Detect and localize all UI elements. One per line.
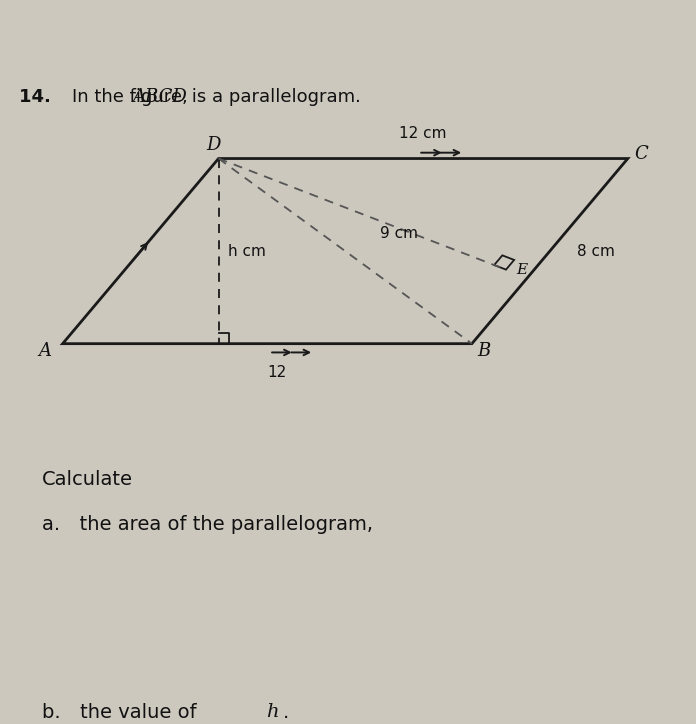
Text: B: B xyxy=(477,342,490,361)
Text: 9 cm: 9 cm xyxy=(380,226,418,241)
Text: h cm: h cm xyxy=(228,243,266,258)
Text: 14.: 14. xyxy=(19,88,57,106)
Text: b.  the value of: b. the value of xyxy=(42,702,203,722)
Text: E: E xyxy=(516,263,527,277)
Text: a.  the area of the parallelogram,: a. the area of the parallelogram, xyxy=(42,515,373,534)
Text: A: A xyxy=(38,342,52,361)
Text: 8 cm: 8 cm xyxy=(577,243,615,258)
Text: is a parallelogram.: is a parallelogram. xyxy=(187,88,361,106)
Text: C: C xyxy=(635,145,648,163)
Text: 12: 12 xyxy=(267,365,287,380)
Text: D: D xyxy=(207,136,221,154)
Text: ABCD: ABCD xyxy=(133,88,187,106)
Text: In the figure,: In the figure, xyxy=(72,88,194,106)
Text: h: h xyxy=(266,702,278,720)
Text: 12 cm: 12 cm xyxy=(400,126,447,141)
Text: Calculate: Calculate xyxy=(42,470,133,489)
Text: .: . xyxy=(283,702,290,722)
